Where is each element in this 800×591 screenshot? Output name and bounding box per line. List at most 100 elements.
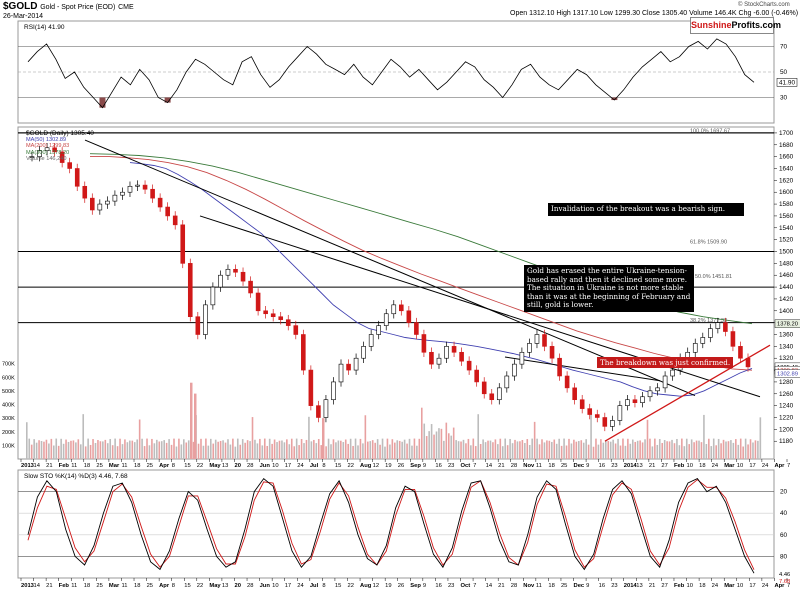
candle-body: [723, 322, 728, 332]
candle-body: [248, 280, 253, 294]
x-tick-label: 24: [712, 583, 719, 589]
x-tick-label: 26: [398, 463, 404, 469]
fib-level-label: 100.0% 1697.67: [690, 128, 730, 134]
volume-bar: [146, 438, 148, 459]
candle-body: [625, 399, 630, 406]
candle-body: [730, 331, 736, 347]
candle-body: [301, 334, 306, 371]
sto-tick-label: 80: [780, 553, 788, 560]
volume-bar: [487, 440, 489, 459]
volume-bar: [617, 438, 619, 459]
candle-body: [105, 200, 110, 205]
volume-bar: [681, 438, 683, 459]
x-tick-label: 25: [147, 583, 153, 589]
volume-bar: [536, 438, 538, 459]
volume-bar: [526, 439, 529, 459]
volume-bar: [541, 439, 543, 459]
x-tick-label: 2014: [624, 463, 638, 469]
volume-bar: [214, 439, 217, 459]
x-tick-label: Feb: [59, 583, 70, 589]
volume-bar: [163, 440, 165, 459]
x-tick-label: 7: [787, 583, 790, 589]
volume-bar: [389, 444, 391, 459]
volume-bar: [700, 442, 703, 459]
volume-bar: [752, 442, 754, 459]
volume-bar: [266, 445, 269, 459]
volume-bar: [70, 440, 72, 459]
x-tick-label: 23: [611, 463, 617, 469]
volume-bar: [124, 439, 126, 459]
rsi-oversold-fill: [99, 97, 106, 108]
volume-bar: [489, 440, 492, 459]
volume-bar: [425, 436, 428, 459]
candle-body: [67, 162, 72, 169]
price-tick-label: 1680: [779, 142, 794, 149]
volume-bar: [578, 441, 580, 459]
x-tick-label: 22: [347, 463, 353, 469]
volume-bar: [455, 440, 457, 459]
x-tick-label: 18: [699, 463, 705, 469]
candle-body: [89, 197, 95, 211]
volume-bar: [430, 424, 433, 459]
volume-spike: [190, 382, 193, 459]
candle-body: [557, 357, 562, 377]
candle-body: [708, 328, 713, 338]
candle-body: [218, 274, 223, 288]
candle-body: [610, 420, 615, 427]
volume-spike: [322, 418, 325, 459]
x-tick-label: 22: [347, 583, 353, 589]
volume-spike: [194, 393, 197, 459]
symbol-name: Gold - Spot Price (EOD): [40, 4, 116, 11]
ma200-line: [90, 156, 753, 371]
x-tick-label: 20: [234, 463, 240, 469]
sto-layer: [27, 477, 755, 574]
x-tick-label: May: [209, 463, 221, 469]
volume-bar: [317, 439, 320, 459]
volume-bar: [604, 440, 607, 459]
volume-bar: [227, 439, 229, 459]
volume-bar: [717, 438, 720, 459]
x-tick-label: 11: [121, 463, 127, 469]
volume-bar: [320, 445, 322, 459]
candle-body: [542, 334, 547, 347]
x-tick-label: Sep: [410, 583, 421, 589]
candle-body: [240, 271, 246, 282]
x-tick-label: 15: [184, 463, 190, 469]
x-tick-label: 8: [322, 583, 325, 589]
price-tick-label: 1520: [779, 237, 794, 244]
volume-bar: [212, 443, 215, 459]
volume-bar: [367, 441, 369, 459]
candle-body: [527, 343, 532, 353]
volume-bar: [325, 446, 327, 459]
volume-bar: [582, 442, 585, 459]
volume-bar: [575, 441, 578, 459]
volume-bar: [695, 440, 698, 459]
candle-body: [346, 363, 351, 371]
change-value: Chg -6.00 (-0.46%): [738, 10, 799, 17]
x-tick-label: 15: [335, 583, 341, 589]
volume-bar: [57, 445, 60, 459]
volume-bar: [254, 439, 256, 459]
x-tick-label: 27: [661, 583, 667, 589]
volume-bar: [335, 442, 337, 459]
volume-bar: [313, 439, 315, 459]
volume-bar: [538, 444, 541, 459]
x-tick-label: Mar: [109, 463, 120, 469]
candle-body: [489, 393, 495, 401]
volume-bar: [509, 438, 511, 459]
volume-bar: [364, 415, 367, 459]
x-tick-label: 19: [385, 463, 391, 469]
volume-bar: [251, 417, 254, 459]
x-tick-label: Mar: [724, 583, 735, 589]
high-value: High 1317.10: [556, 10, 598, 17]
volume-bar: [673, 443, 676, 459]
volume-bar: [587, 444, 590, 459]
rsi-line: [27, 38, 755, 109]
candle-body: [738, 346, 743, 359]
volume-bar: [730, 440, 732, 459]
x-tick-label: Oct: [461, 463, 471, 469]
volume-bar: [501, 446, 504, 459]
x-tick-label: 7: [473, 583, 476, 589]
volume-bar: [457, 441, 460, 459]
